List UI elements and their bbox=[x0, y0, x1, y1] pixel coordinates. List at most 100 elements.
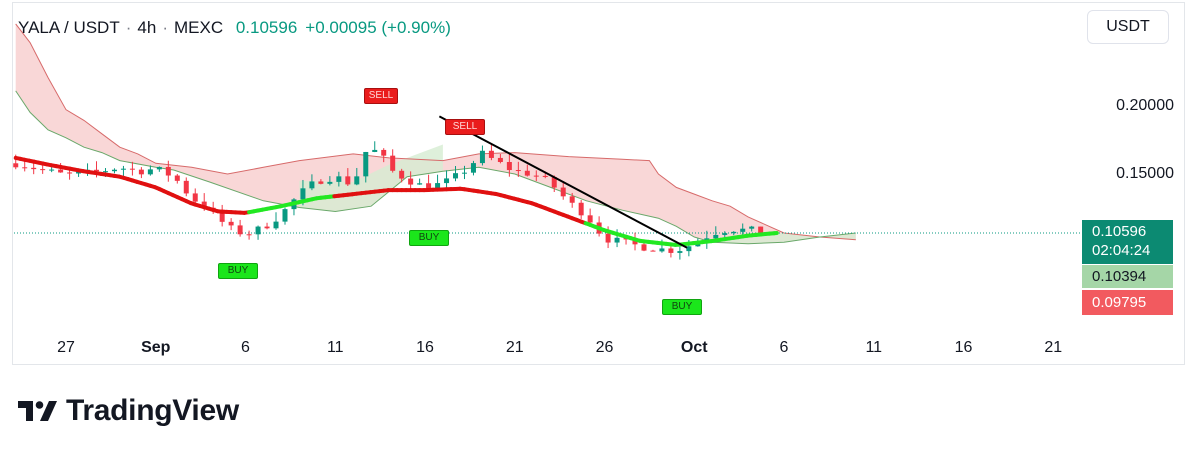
candle-body bbox=[264, 226, 270, 229]
ichimoku-cloud bbox=[15, 23, 856, 245]
candle-body bbox=[219, 209, 225, 222]
cloud-fill-bullish bbox=[712, 233, 856, 244]
candle-body bbox=[444, 178, 450, 184]
candle-body bbox=[453, 173, 459, 179]
x-tick-label: 26 bbox=[595, 339, 614, 356]
candle-body bbox=[76, 171, 82, 174]
candle-body bbox=[435, 183, 441, 190]
candle-body bbox=[758, 226, 764, 233]
candle-body bbox=[632, 239, 638, 245]
trend-line[interactable] bbox=[438, 115, 688, 249]
candle-body bbox=[677, 251, 683, 253]
x-tick-label: 21 bbox=[505, 339, 524, 356]
y-tick-label: 0.15000 bbox=[1116, 165, 1174, 182]
last-price: 0.10596 bbox=[235, 18, 298, 37]
candle-body bbox=[102, 171, 108, 173]
x-tick-label: 16 bbox=[954, 339, 973, 356]
candle-body bbox=[58, 169, 64, 173]
interval-label[interactable]: 4h bbox=[137, 18, 157, 37]
candle-body bbox=[470, 163, 476, 173]
x-tick-label: 6 bbox=[241, 339, 250, 356]
candle-body bbox=[497, 157, 503, 163]
candle-body bbox=[524, 170, 530, 176]
candle-body bbox=[542, 175, 548, 177]
candle-body bbox=[417, 183, 423, 185]
x-tick-label: Sep bbox=[141, 339, 171, 356]
candle-body bbox=[228, 221, 234, 226]
candle-body bbox=[31, 167, 37, 170]
candle-body bbox=[363, 151, 369, 177]
x-tick-label: 6 bbox=[779, 339, 789, 356]
price-level-badge: 0.10394 bbox=[1082, 265, 1173, 288]
candle-body bbox=[426, 183, 432, 190]
header-separator: · bbox=[125, 18, 132, 37]
x-tick-label: 11 bbox=[865, 339, 883, 356]
candle-body bbox=[120, 168, 126, 170]
tradingview-logo-text: TradingView bbox=[66, 394, 239, 427]
tradingview-logo-icon bbox=[18, 401, 57, 421]
x-tick-label: 11 bbox=[326, 339, 344, 356]
candle-body bbox=[731, 231, 737, 234]
candle-body bbox=[488, 150, 494, 158]
candle-body bbox=[309, 181, 315, 189]
chart-frame bbox=[12, 2, 1185, 365]
candle-body bbox=[282, 209, 288, 222]
candle-body bbox=[569, 196, 575, 203]
candle-body bbox=[686, 246, 692, 252]
trend-line-segment bbox=[438, 115, 688, 249]
candle-body bbox=[255, 226, 261, 235]
candle-body bbox=[345, 176, 351, 185]
candle-body bbox=[237, 225, 243, 235]
moving-average-line bbox=[13, 155, 779, 247]
candle-body bbox=[147, 169, 153, 175]
candle-body bbox=[354, 176, 360, 185]
candle-body bbox=[533, 175, 539, 177]
buy-signal: BUY bbox=[662, 299, 702, 315]
candle-body bbox=[587, 215, 593, 223]
candle-body bbox=[390, 155, 396, 171]
cloud-fill-bearish bbox=[15, 23, 856, 244]
candle-body bbox=[650, 250, 656, 252]
candle-body bbox=[614, 237, 620, 243]
candle-body bbox=[551, 176, 557, 188]
x-tick-label: Oct bbox=[680, 339, 708, 356]
candle-body bbox=[461, 172, 467, 174]
buy-signal: BUY bbox=[409, 230, 449, 246]
candle-body bbox=[659, 248, 665, 252]
candle-body bbox=[13, 163, 19, 168]
candle-body bbox=[67, 172, 73, 174]
last-price-badge-value: 0.10596 bbox=[1092, 223, 1147, 240]
candle-body bbox=[165, 166, 171, 176]
header-separator: · bbox=[162, 18, 168, 37]
candle-body bbox=[129, 168, 135, 170]
candle-body bbox=[336, 176, 342, 182]
candle-body bbox=[138, 169, 144, 175]
symbol-name[interactable]: YALA / USDT bbox=[18, 18, 120, 37]
symbol-header[interactable]: YALA / USDT · 4h · MEXC 0.10596 +0.00095 (+0.… bbox=[18, 18, 451, 38]
candle-body bbox=[327, 181, 333, 184]
buy-signal: BUY bbox=[218, 263, 258, 279]
quote-currency-button[interactable]: USDT bbox=[1087, 10, 1169, 44]
tradingview-logo[interactable]: TradingView bbox=[18, 394, 239, 428]
price-change: +0.00095 (+0.90%) bbox=[305, 18, 451, 37]
candle-body bbox=[399, 170, 405, 179]
candle-body bbox=[40, 169, 46, 171]
x-tick-label: 21 bbox=[1044, 339, 1063, 356]
x-tick-label: 27 bbox=[57, 339, 75, 356]
bar-countdown: 02:04:24 bbox=[1092, 242, 1151, 259]
cloud-upper-line bbox=[15, 23, 856, 241]
candle-body bbox=[605, 233, 611, 243]
candle-body bbox=[713, 234, 719, 239]
y-tick-label: 0.20000 bbox=[1116, 97, 1174, 114]
sell-signal: SELL bbox=[364, 88, 398, 104]
candle-body bbox=[560, 187, 566, 197]
candle-body bbox=[408, 178, 414, 185]
candle-body bbox=[273, 221, 279, 229]
price-level-badge: 0.09795 bbox=[1082, 290, 1173, 315]
candle-body bbox=[641, 244, 647, 251]
exchange-label: MEXC bbox=[173, 18, 224, 37]
candle-body bbox=[479, 150, 485, 164]
cloud-lower-line bbox=[15, 90, 856, 245]
candle-body bbox=[668, 248, 674, 253]
